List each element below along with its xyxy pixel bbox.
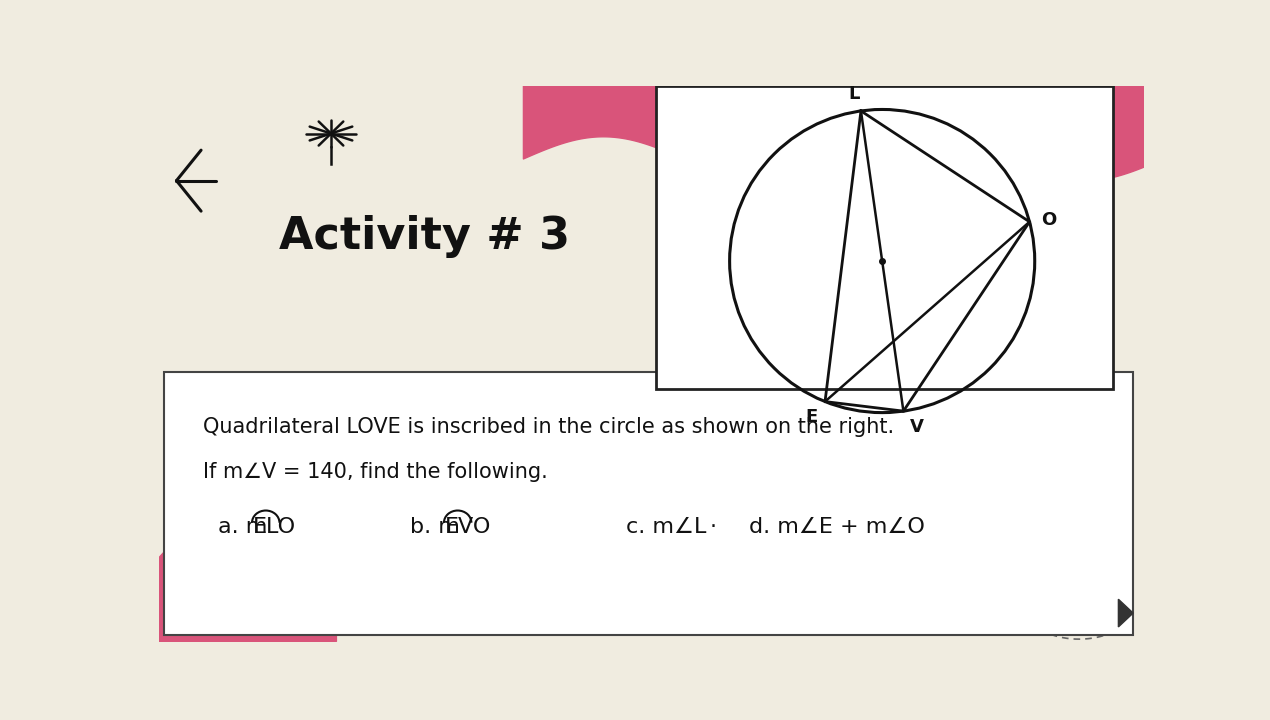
Text: Activity # 3: Activity # 3 (279, 215, 570, 258)
Text: L: L (848, 85, 860, 103)
Bar (655, 86, 1114, 389)
Text: V: V (911, 418, 925, 436)
Text: c. m∠L: c. m∠L (626, 517, 706, 536)
Text: a. m: a. m (218, 517, 267, 536)
Text: Quadrilateral LOVE is inscribed in the circle as shown on the right.: Quadrilateral LOVE is inscribed in the c… (203, 418, 894, 437)
Text: ·: · (710, 517, 718, 536)
Text: If m∠V = 140, find the following.: If m∠V = 140, find the following. (203, 462, 547, 482)
Polygon shape (1119, 599, 1133, 627)
Text: b. m: b. m (410, 517, 460, 536)
Text: EVO: EVO (444, 517, 491, 536)
Text: O: O (1041, 211, 1057, 229)
Text: d. m∠E + m∠O: d. m∠E + m∠O (749, 517, 925, 536)
Bar (164, 372, 1133, 635)
Text: ELO: ELO (253, 517, 296, 536)
Text: E: E (805, 408, 818, 426)
